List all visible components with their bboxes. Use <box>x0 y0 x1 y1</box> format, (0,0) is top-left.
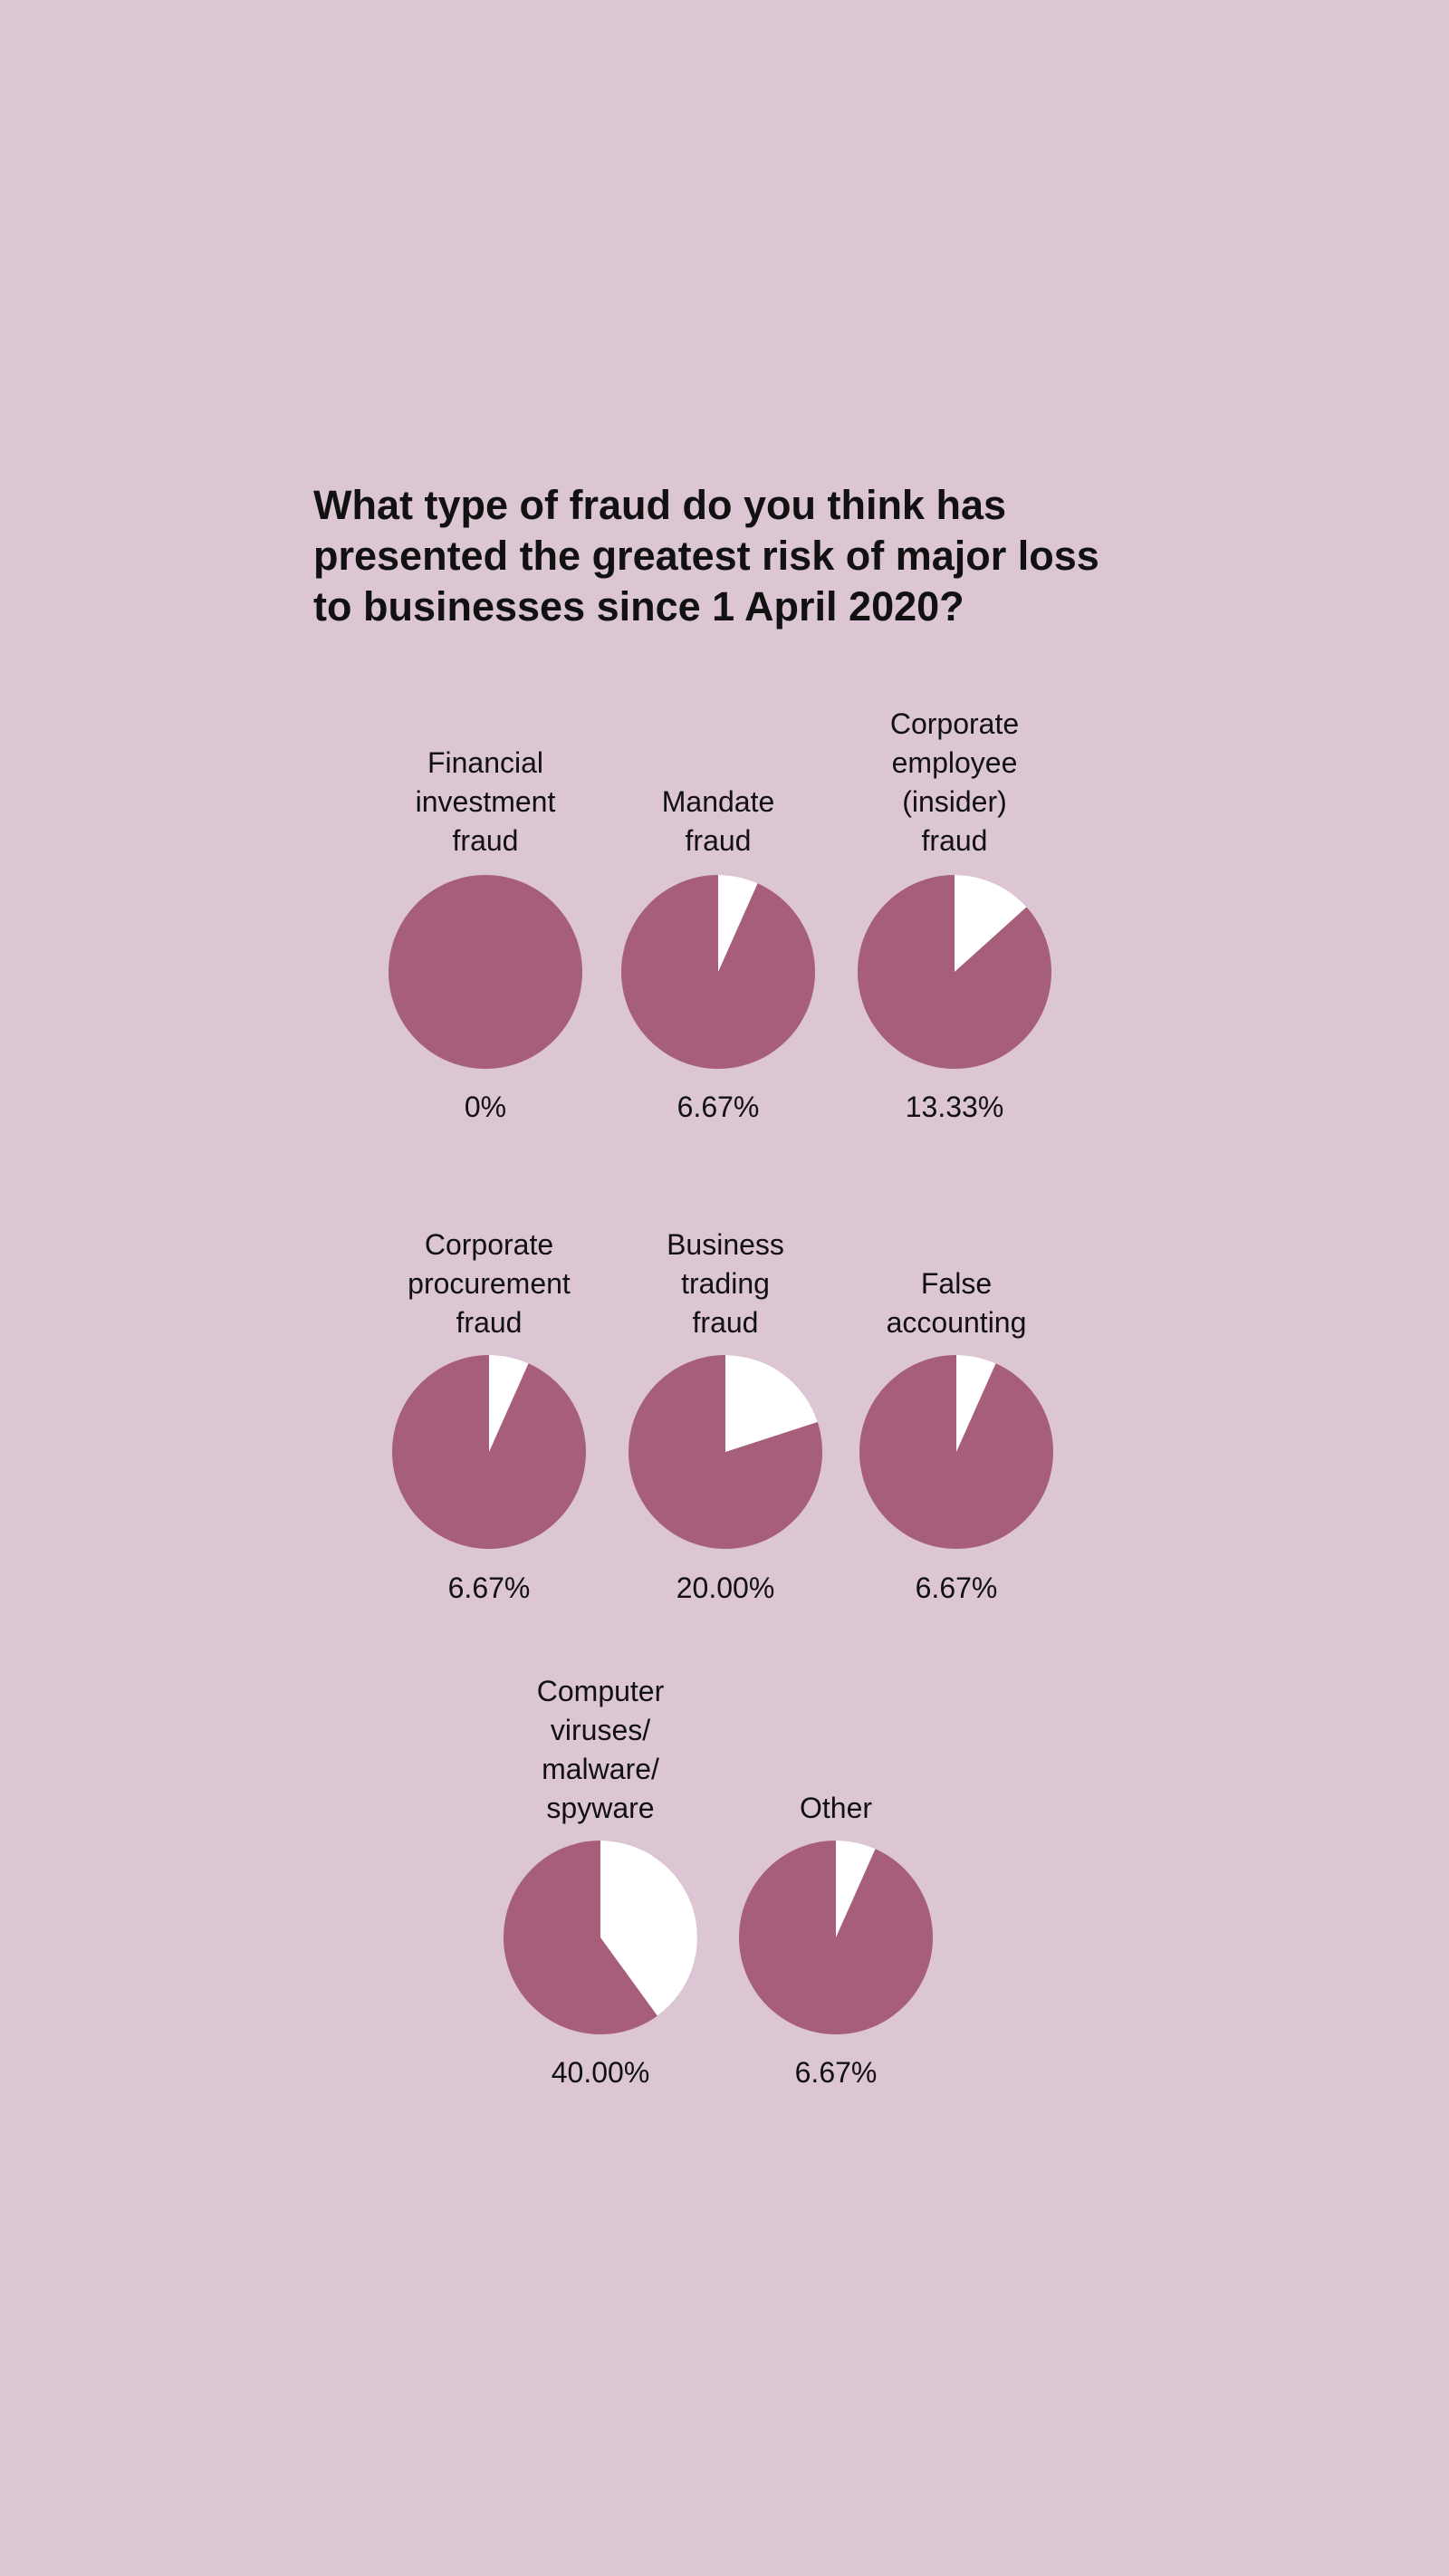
pie-slice-value <box>836 1841 876 1937</box>
pie-label: Corporate employee (insider) fraud <box>889 707 1020 857</box>
pie-chart <box>629 1355 822 1549</box>
pie-chart <box>859 1355 1053 1549</box>
pie-value-label: 40.00% <box>551 2056 650 2089</box>
pie-chart <box>858 875 1051 1069</box>
pie-label: Other <box>799 1792 873 1824</box>
pie-slice-value <box>489 1355 529 1452</box>
pie-chart <box>389 875 582 1069</box>
pie-label: Mandate fraud <box>661 785 775 857</box>
pie-label: Financial investment fraud <box>415 746 556 857</box>
pie-slice-value <box>718 875 758 972</box>
pie-value-label: 6.67% <box>915 1572 998 1604</box>
pie-chart <box>621 875 815 1069</box>
pie-label: Business trading fraud <box>667 1228 784 1339</box>
pie-slice-value <box>956 1355 996 1452</box>
pie-slice-value <box>955 875 1027 972</box>
pie-value-label: 20.00% <box>676 1572 775 1604</box>
pie-slice-value <box>725 1355 818 1452</box>
pie-label: Corporate procurement fraud <box>408 1228 571 1339</box>
pie-chart <box>739 1841 933 2034</box>
chart-title: What type of fraud do you think has pres… <box>313 482 1099 630</box>
pie-label: Computer viruses/ malware/ spyware <box>536 1675 665 1824</box>
pie-value-label: 6.67% <box>447 1572 531 1604</box>
pie-slice-value <box>600 1841 697 2016</box>
pie-value-label: 13.33% <box>905 1091 1004 1123</box>
pie-slice-remainder <box>389 875 582 1069</box>
pie-label: False accounting <box>886 1267 1027 1339</box>
pie-chart <box>392 1355 586 1549</box>
pie-value-label: 0% <box>464 1091 507 1123</box>
pie-value-label: 6.67% <box>677 1091 760 1123</box>
pie-chart <box>504 1841 697 2034</box>
pie-value-label: 6.67% <box>794 2056 878 2089</box>
